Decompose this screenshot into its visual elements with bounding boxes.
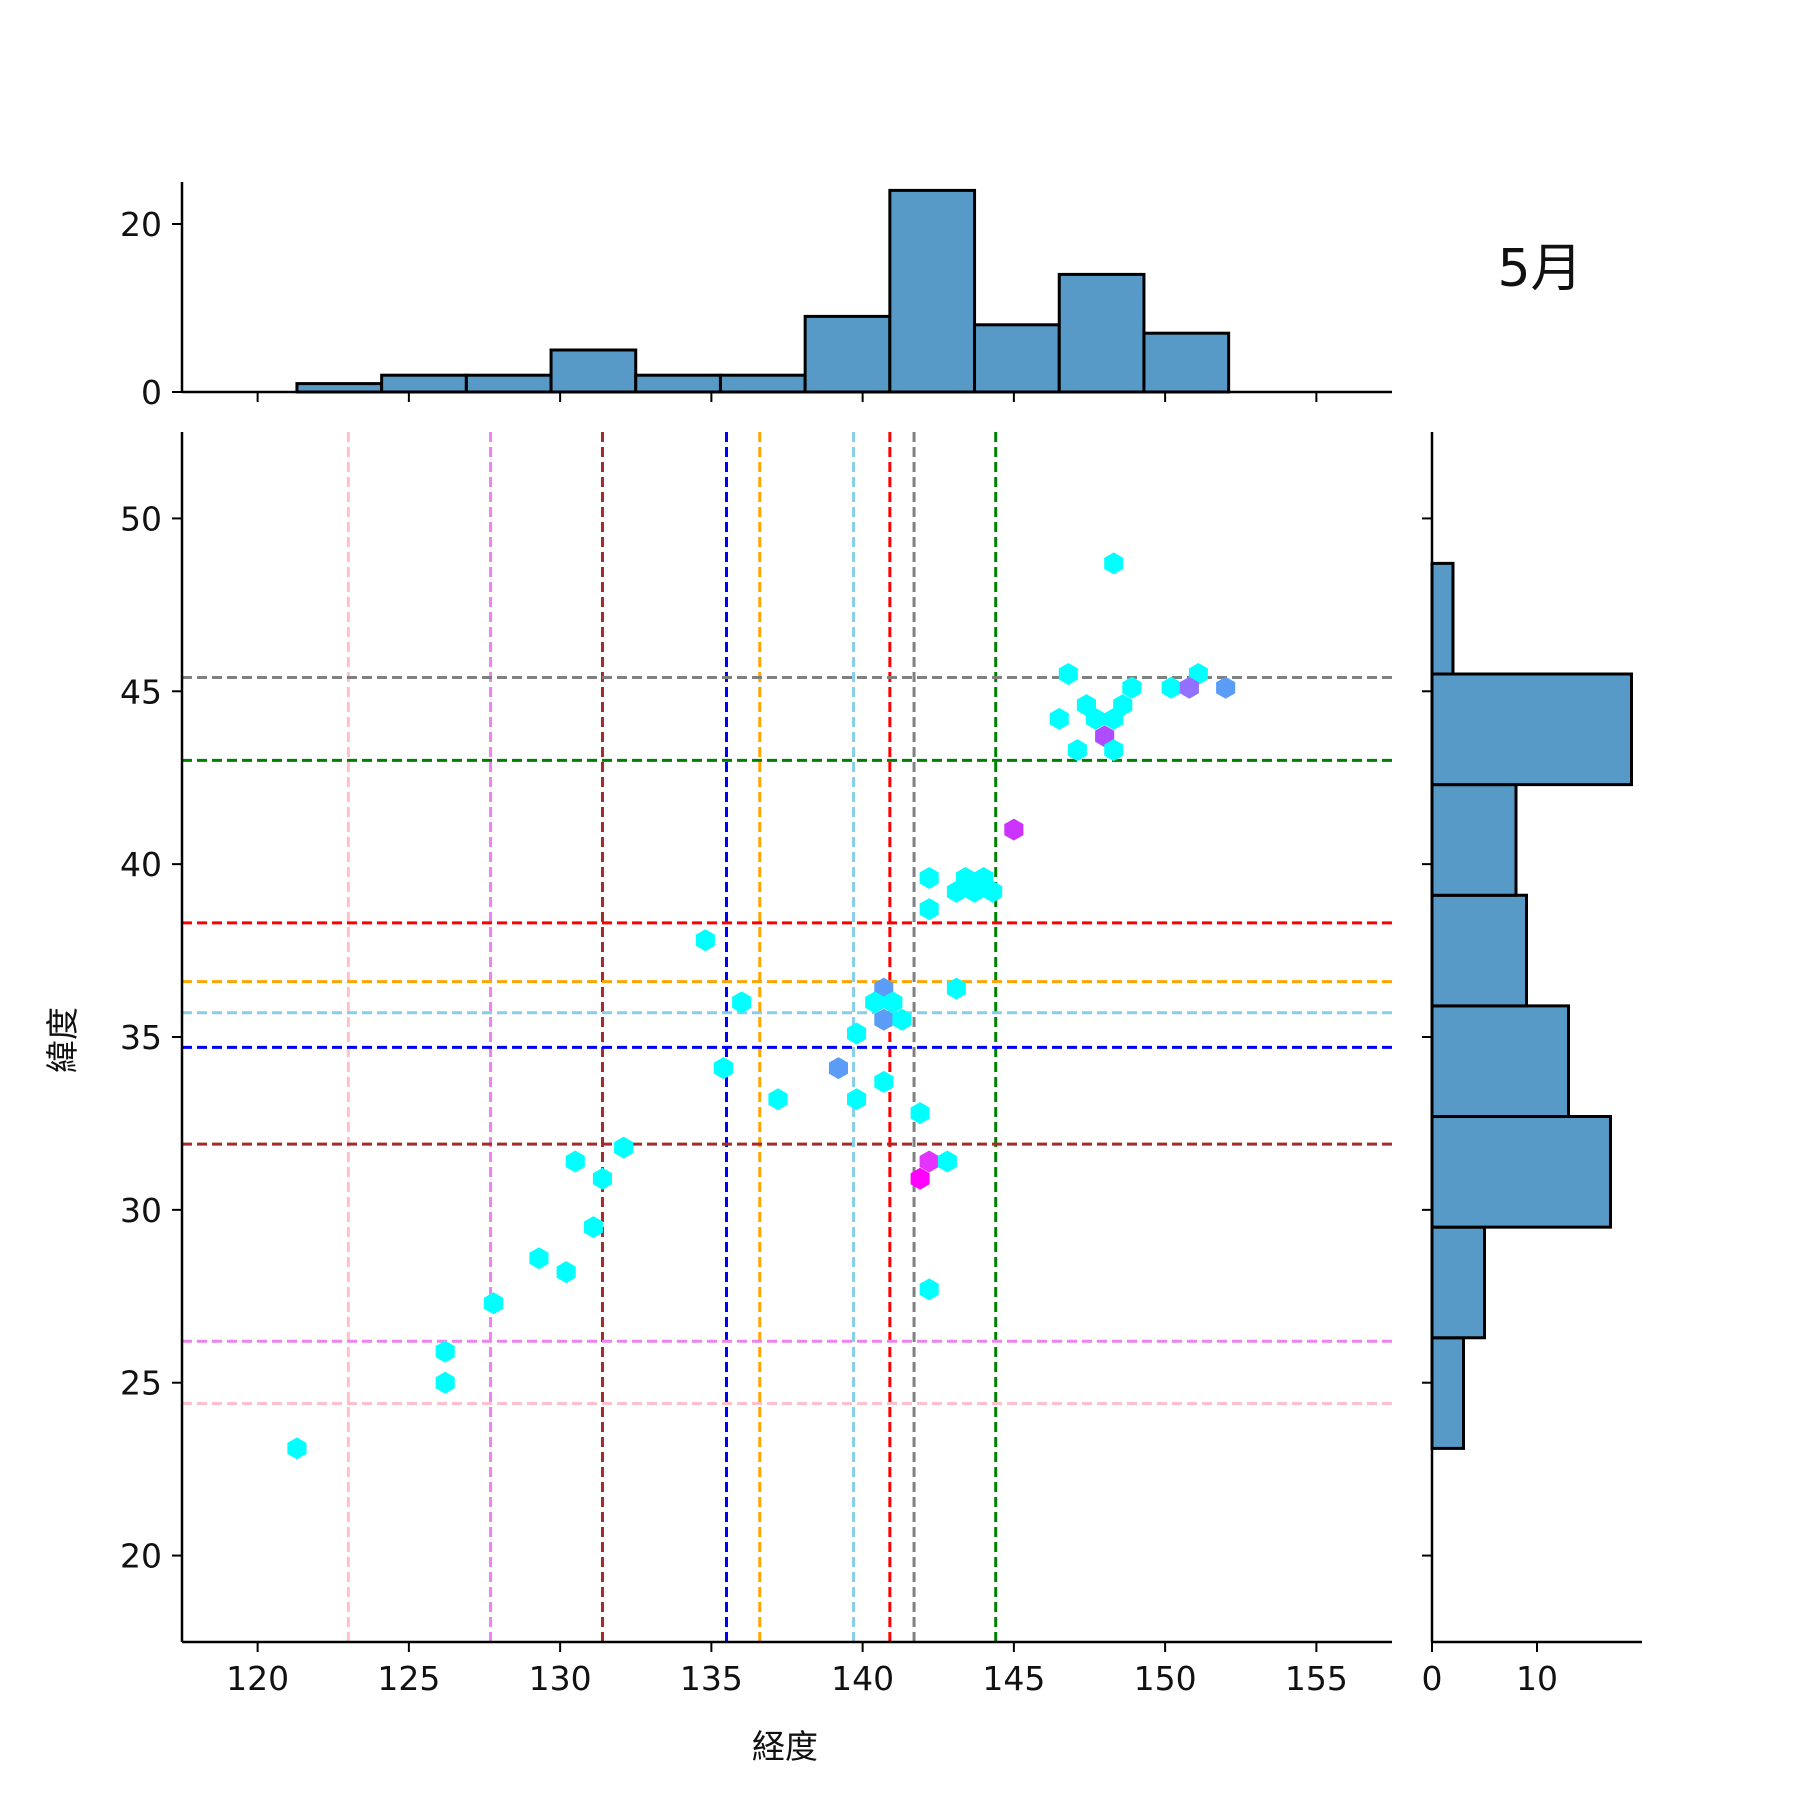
hexbin-cell: [556, 1261, 576, 1284]
hexbin-cell: [695, 929, 715, 952]
hexbin-cell: [529, 1247, 549, 1270]
x-tick-label: 145: [982, 1659, 1045, 1698]
hexbin-points: [287, 552, 1236, 1460]
hexbin-cell: [1216, 676, 1236, 699]
hexbin-cell: [484, 1292, 504, 1315]
right-hist-x-tick-label: 10: [1516, 1659, 1558, 1698]
top-hist-y-tick-label: 0: [141, 373, 162, 412]
chart-title: 5月: [1497, 239, 1582, 299]
hexbin-cell: [937, 1150, 957, 1173]
top-hist-bar: [973, 323, 1061, 394]
hexbin-cell: [847, 1022, 867, 1045]
right-hist-bar: [1430, 1004, 1570, 1119]
hexbin-cell: [1179, 676, 1199, 699]
y-tick-label: 45: [120, 672, 162, 711]
hexbin-cell: [828, 1057, 848, 1080]
y-tick-label: 50: [120, 499, 162, 538]
top-hist-bar: [380, 373, 468, 394]
hexbin-cell: [910, 1102, 930, 1125]
x-tick-label: 125: [377, 1659, 440, 1698]
top-hist-bar: [718, 373, 807, 394]
top-hist-bar: [295, 382, 384, 394]
hexbin-cell: [983, 880, 1003, 903]
axis-spines: [180, 182, 1642, 1644]
hexbin-cell: [1004, 818, 1024, 841]
hexbin-cell: [847, 1088, 867, 1111]
hexbin-cell: [435, 1371, 455, 1394]
top-hist-bar: [464, 373, 553, 394]
hexbin-cell: [874, 1008, 894, 1031]
hexbin-cell: [946, 880, 966, 903]
horizontal-reference-lines: [182, 675, 1392, 1405]
hexbin-cell: [874, 1070, 894, 1093]
hexbin-cell: [1049, 707, 1069, 730]
hexbin-cell: [768, 1088, 788, 1111]
y-tick-label: 30: [120, 1191, 162, 1230]
right-hist-bar: [1430, 893, 1528, 1008]
hexbin-cell: [919, 898, 939, 921]
right-hist-x-tick-label: 0: [1422, 1659, 1443, 1698]
hexbin-cell: [565, 1150, 585, 1173]
hexbin-cell: [713, 1057, 733, 1080]
right-hist-bar: [1430, 561, 1455, 676]
right-hist-bar: [1430, 783, 1518, 897]
x-tick-label: 150: [1134, 1659, 1197, 1698]
y-tick-label: 35: [120, 1018, 162, 1057]
hexbin-cell: [1104, 552, 1124, 575]
hexbin-cell: [965, 880, 985, 903]
x-tick-label: 135: [680, 1659, 743, 1698]
axis-ticks: 120 125 130 135 140 145 150 155 20 25 30 35 40 45 50 0 2…: [120, 205, 1558, 1698]
top-hist-bar: [549, 348, 638, 394]
top-hist-bar: [634, 373, 722, 394]
hexbin-cell: [919, 1150, 939, 1173]
hexbin-cell: [946, 977, 966, 1000]
hexbin-cell: [1104, 739, 1124, 762]
right-hist-bar: [1430, 1225, 1486, 1340]
hexbin-cell: [614, 1136, 634, 1159]
top-hist-bar: [1142, 331, 1231, 394]
hexbin-cell: [892, 1008, 912, 1031]
hexbin-cell: [1104, 707, 1124, 730]
y-tick-label: 40: [120, 845, 162, 884]
top-hist-y-tick-label: 20: [120, 205, 162, 244]
main-scatter-axes: [182, 432, 1392, 1642]
hexbin-cell: [1122, 676, 1142, 699]
hexbin-cell: [592, 1167, 612, 1190]
x-tick-label: 130: [529, 1659, 592, 1698]
top-hist-bar: [803, 314, 892, 394]
hexbin-cell: [910, 1167, 930, 1190]
hexbin-cell: [919, 867, 939, 889]
right-hist-bar: [1430, 672, 1633, 787]
hexbin-cell: [883, 991, 903, 1014]
hexbin-cell: [1058, 663, 1078, 685]
hexbin-cell: [865, 991, 885, 1014]
top-marginal-histogram: [295, 188, 1231, 394]
right-hist-bar: [1430, 1336, 1465, 1450]
y-tick-label: 25: [120, 1364, 162, 1403]
hexbin-cell: [1086, 707, 1106, 730]
vertical-reference-lines: [346, 432, 998, 1642]
x-axis-label: 経度: [752, 1727, 818, 1766]
hexbin-cell: [1067, 739, 1087, 762]
x-tick-label: 120: [226, 1659, 289, 1698]
hexbin-cell: [583, 1216, 603, 1239]
hexbin-cell: [287, 1437, 307, 1460]
hexbin-cell: [435, 1340, 455, 1363]
x-tick-label: 140: [831, 1659, 894, 1698]
top-hist-bar: [1057, 272, 1146, 394]
right-marginal-histogram: [1430, 561, 1633, 1450]
x-tick-label: 155: [1285, 1659, 1348, 1698]
hexbin-cell: [732, 991, 752, 1014]
y-tick-label: 20: [120, 1537, 162, 1576]
hexbin-cell: [1161, 676, 1181, 699]
right-hist-bar: [1430, 1115, 1612, 1229]
top-hist-bar: [888, 188, 977, 394]
y-axis-label: 緯度: [43, 1007, 82, 1073]
hexbin-cell: [919, 1278, 939, 1301]
